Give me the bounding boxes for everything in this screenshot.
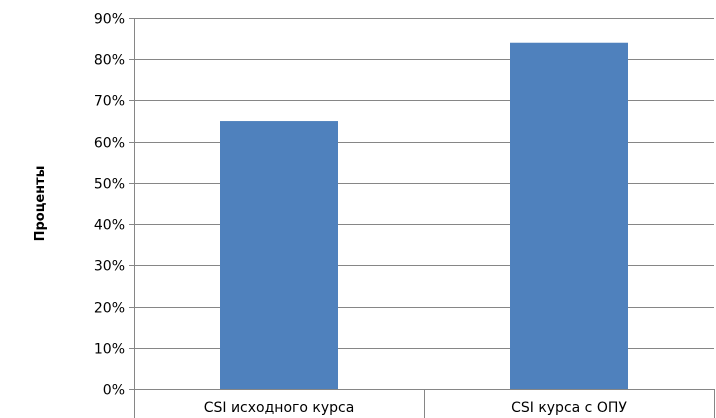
bar [220, 121, 338, 390]
y-tick-label: 20% [94, 301, 125, 317]
x-tick-label: CSI курса с ОПУ [511, 400, 627, 416]
x-tick-labels: CSI исходного курса CSI курса с ОПУ [204, 400, 628, 416]
y-tick-label: 40% [94, 218, 125, 234]
bar [510, 42, 628, 389]
y-tick-label: 60% [94, 136, 125, 152]
y-tick-label: 80% [94, 53, 125, 69]
y-axis-title: Проценты [33, 166, 48, 242]
y-tick-label: 70% [94, 94, 125, 110]
y-tick-label: 90% [94, 12, 125, 28]
axes [129, 18, 715, 418]
x-tick-label: CSI исходного курса [204, 400, 355, 416]
y-tick-label: 10% [94, 342, 125, 358]
y-tick-labels: 0% 10% 20% 30% 40% 50% 60% 70% 80% 90% [94, 12, 125, 399]
y-tick-label: 30% [94, 259, 125, 275]
y-tick-label: 50% [94, 177, 125, 193]
y-tick-label: 0% [103, 383, 125, 399]
bars [220, 42, 628, 390]
